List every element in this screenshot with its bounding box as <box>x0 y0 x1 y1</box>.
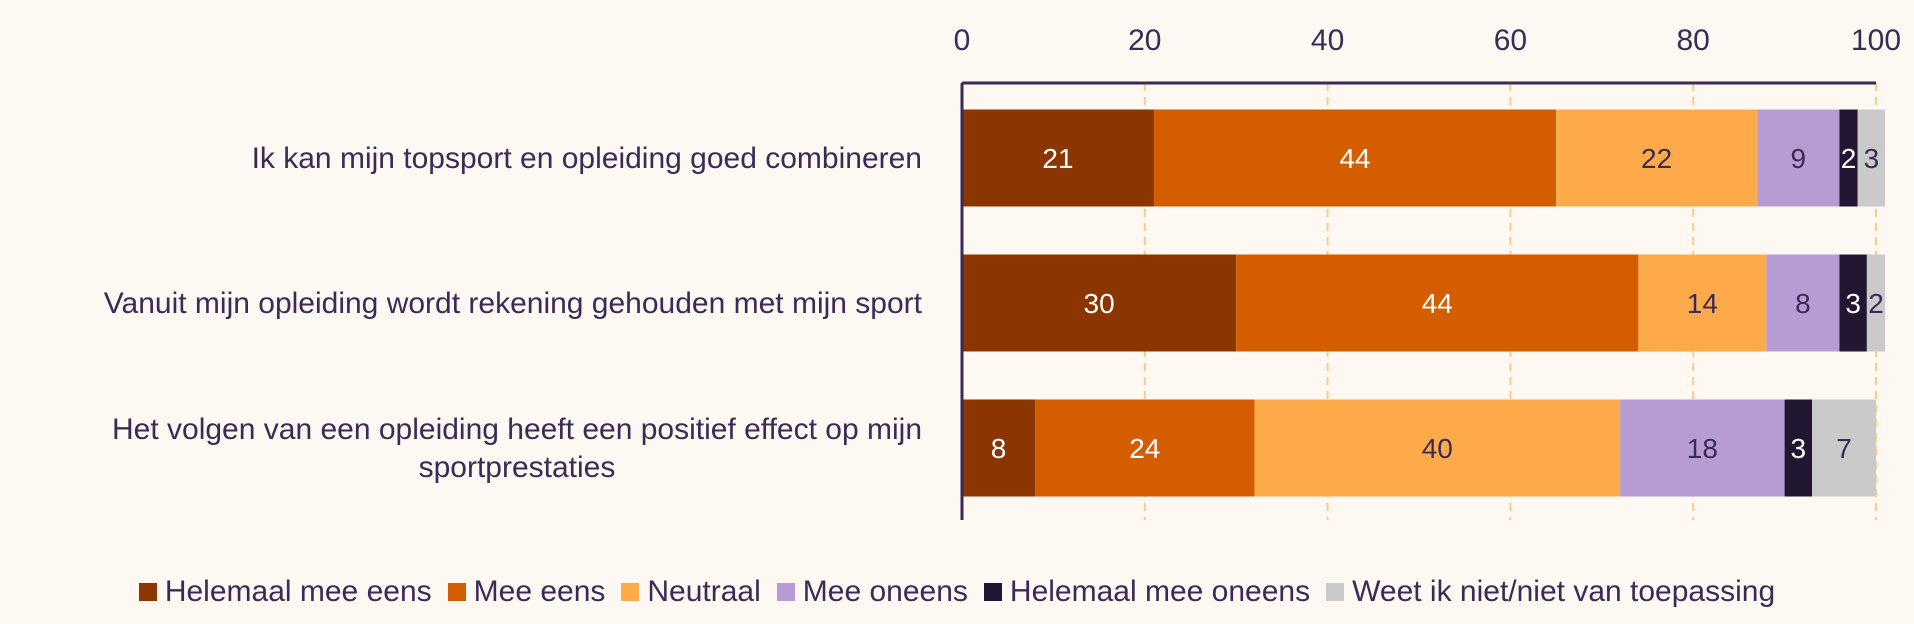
bar-segment <box>1254 399 1621 497</box>
data-label: 30 <box>1084 288 1115 319</box>
bar-segment <box>1035 399 1255 497</box>
data-label: 44 <box>1339 143 1370 174</box>
bar-segment <box>962 399 1036 497</box>
data-label: 8 <box>991 433 1007 464</box>
x-tick-label: 60 <box>1494 24 1527 57</box>
legend-item: Helemaal mee eens <box>138 575 432 609</box>
x-tick-label: 100 <box>1851 24 1901 57</box>
bar-segment <box>1866 254 1886 352</box>
bar-segment <box>1857 109 1886 207</box>
data-label: 9 <box>1791 143 1807 174</box>
bar-segment <box>1766 254 1840 352</box>
data-label: 21 <box>1042 143 1073 174</box>
legend-swatch <box>621 583 640 601</box>
data-label: 40 <box>1422 433 1453 464</box>
data-label: 22 <box>1641 143 1672 174</box>
legend: Helemaal mee eens Mee eens Neutraal Mee one… <box>0 575 1914 609</box>
data-label: 3 <box>1791 433 1807 464</box>
legend-label: Neutraal <box>647 575 761 608</box>
data-label: 44 <box>1422 288 1453 319</box>
legend-item: Weet ik niet/niet van toepassing <box>1326 575 1775 609</box>
category-label: Het volgen van een opleiding heeft een p… <box>112 413 922 484</box>
legend-label: Helemaal mee eens <box>164 575 432 608</box>
bar-segment <box>1236 254 1639 352</box>
x-tick-label: 20 <box>1128 24 1161 57</box>
legend-swatch <box>138 583 157 601</box>
bar-segment <box>1556 109 1758 207</box>
data-label: 2 <box>1868 288 1884 319</box>
bar-segment <box>1757 109 1840 207</box>
data-label: 3 <box>1864 143 1880 174</box>
bar-segment <box>962 109 1154 207</box>
legend-item: Helemaal mee oneens <box>983 575 1311 609</box>
data-label: 3 <box>1845 288 1861 319</box>
data-label: 14 <box>1687 288 1718 319</box>
bar-segment <box>962 254 1237 352</box>
bar-segment <box>1839 254 1867 352</box>
category-label-line: Ik kan mijn topsport en opleiding goed c… <box>252 142 922 175</box>
legend-label: Helemaal mee oneens <box>1009 575 1311 608</box>
category-label: Ik kan mijn topsport en opleiding goed c… <box>252 142 922 175</box>
category-label: Vanuit mijn opleiding wordt rekening geh… <box>104 287 923 320</box>
data-label: 8 <box>1795 288 1811 319</box>
x-tick-label: 0 <box>954 24 971 57</box>
bar-segment <box>1638 254 1767 352</box>
category-label-line: Het volgen van een opleiding heeft een p… <box>112 413 922 446</box>
legend-label: Weet ik niet/niet van toepassing <box>1352 575 1776 608</box>
legend-label: Mee eens <box>473 575 606 608</box>
data-label: 18 <box>1687 433 1718 464</box>
bar-segment <box>1839 109 1858 207</box>
bar-segment <box>1620 399 1785 497</box>
legend-swatch <box>776 583 795 601</box>
legend-item: Neutraal <box>621 575 761 609</box>
bar-segment <box>1153 109 1557 207</box>
x-tick-label: 80 <box>1677 24 1710 57</box>
category-label-line: sportprestaties <box>419 451 616 484</box>
data-label: 2 <box>1841 143 1857 174</box>
legend-swatch <box>983 583 1002 601</box>
category-label-line: Vanuit mijn opleiding wordt rekening geh… <box>104 287 923 320</box>
legend-swatch <box>447 583 466 601</box>
legend-swatch <box>1326 583 1345 601</box>
legend-label: Mee oneens <box>802 575 968 608</box>
data-label: 24 <box>1129 433 1160 464</box>
bar-segment <box>1812 399 1876 497</box>
data-label: 7 <box>1836 433 1852 464</box>
bar-segment <box>1784 399 1813 497</box>
legend-item: Mee eens <box>447 575 606 609</box>
legend-item: Mee oneens <box>776 575 968 609</box>
x-tick-label: 40 <box>1311 24 1344 57</box>
